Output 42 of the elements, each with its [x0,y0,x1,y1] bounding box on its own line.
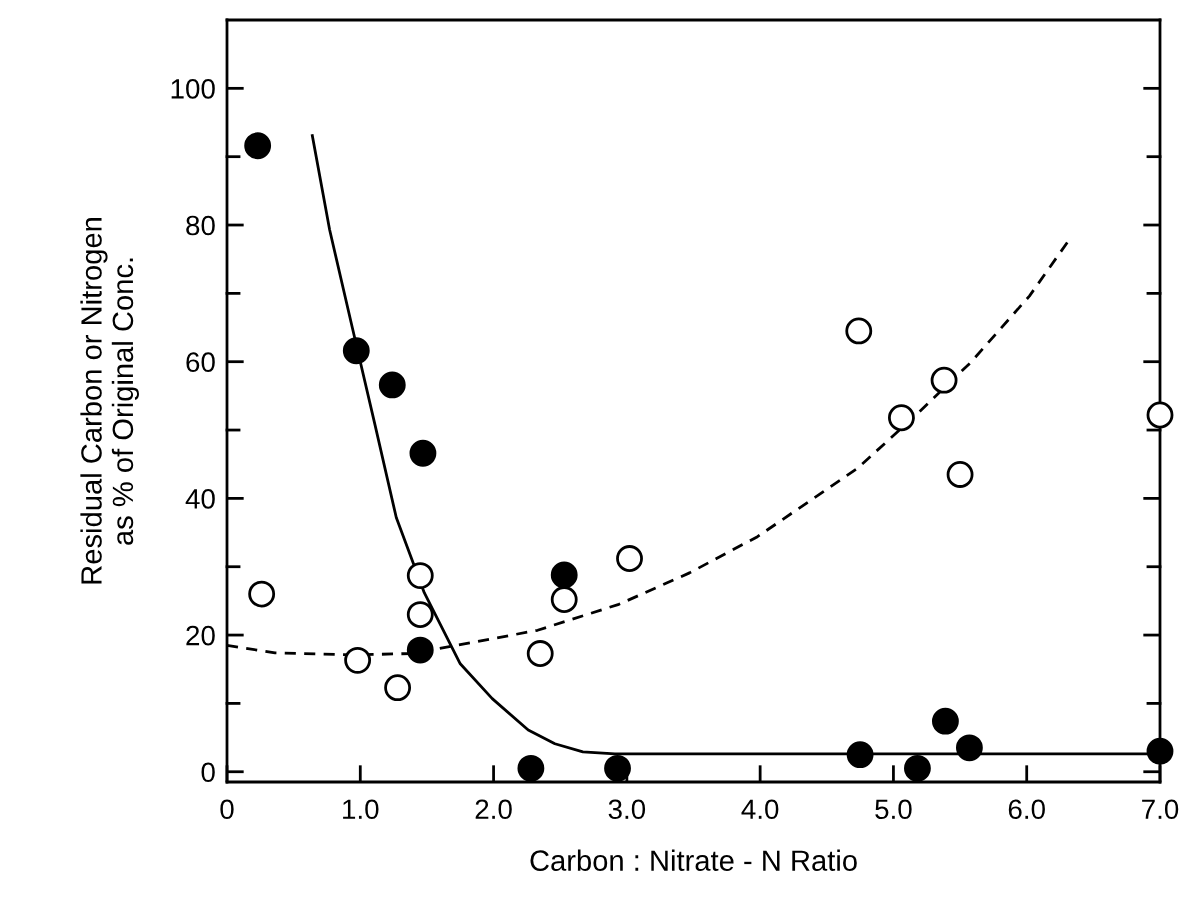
y-tick-label: 80 [186,215,215,236]
x-tick-label: 0 [220,799,234,820]
x-tick-label: 2.0 [475,799,512,820]
point [955,734,983,762]
point [406,636,434,664]
point [406,562,434,590]
x-axis-title: Carbon : Nitrate - N Ratio [530,849,857,871]
point [931,707,959,735]
y-tick-label: 40 [185,489,215,509]
point [378,371,406,399]
point [517,754,545,782]
point [616,545,643,572]
x-tick-label: 6.0 [1008,799,1045,820]
y-tick-label: 100 [171,79,215,99]
point [946,461,974,488]
point [244,132,272,160]
x-tick-label: 4.0 [741,799,779,820]
point [550,586,578,613]
point [845,317,873,345]
point [384,674,412,702]
point [342,337,370,365]
x-tick-label: 5.0 [875,799,912,820]
y-axis-title: Residual Carbon or Nitrogen as % of Original Conc. [80,218,139,584]
x-tick-label: 7.0 [1142,799,1179,820]
point [550,561,578,589]
point [526,640,554,667]
y-tick-label: 0 [201,762,215,783]
point [904,754,931,782]
point [604,754,631,782]
y-tick-label: 60 [186,352,215,373]
point [1146,401,1174,429]
y-tick-label: 20 [186,625,215,646]
x-tick-label: 3.0 [608,799,646,820]
point [930,366,958,394]
x-tick-label: 1.0 [343,799,379,820]
point [409,439,437,467]
point [846,741,874,769]
point [888,404,915,432]
point [1146,737,1174,765]
point [406,601,434,628]
point [248,580,276,608]
point [344,646,372,674]
